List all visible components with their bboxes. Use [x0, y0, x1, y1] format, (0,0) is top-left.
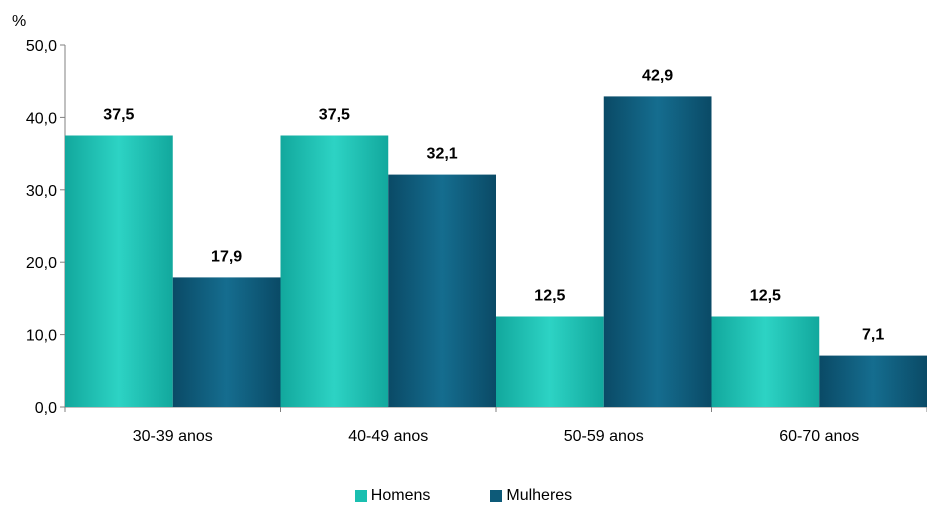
data-label: 37,5 — [319, 107, 350, 124]
y-tick-label: 20,0 — [26, 255, 57, 272]
bar-homens — [280, 135, 389, 407]
x-tick-label: 50-59 anos — [564, 428, 644, 445]
data-label: 37,5 — [103, 107, 134, 124]
legend-swatch-mulheres — [490, 490, 503, 502]
bar-homens — [711, 316, 820, 407]
bar-homens — [496, 316, 604, 407]
x-tick-label: 40-49 anos — [348, 428, 428, 445]
legend-label-homens: Homens — [370, 487, 431, 504]
legend: Homens Mulheres — [0, 487, 927, 505]
y-tick-label: 0,0 — [35, 400, 57, 417]
legend-label-mulheres: Mulheres — [506, 487, 573, 504]
y-tick-label: 50,0 — [26, 38, 57, 55]
legend-swatch-homens — [354, 490, 367, 502]
legend-item-mulheres: Mulheres — [490, 487, 572, 505]
y-tick-label: 10,0 — [26, 328, 57, 345]
bar-mulheres — [819, 355, 927, 407]
bar-mulheres — [388, 174, 496, 407]
data-label: 32,1 — [427, 146, 458, 163]
data-label: 17,9 — [211, 248, 242, 265]
data-label: 12,5 — [750, 288, 781, 305]
x-tick-label: 60-70 anos — [779, 428, 859, 445]
y-tick-label: 40,0 — [26, 110, 57, 127]
bar-mulheres — [603, 96, 712, 408]
y-axis-unit-label: % — [12, 13, 26, 30]
data-label: 7,1 — [862, 327, 884, 344]
legend-item-homens: Homens — [354, 487, 431, 505]
y-tick-label: 30,0 — [26, 183, 57, 200]
x-tick-label: 30-39 anos — [133, 428, 213, 445]
data-label: 42,9 — [642, 67, 673, 84]
bar-mulheres — [172, 277, 281, 407]
bar-homens — [65, 135, 173, 407]
data-label: 12,5 — [534, 288, 565, 305]
